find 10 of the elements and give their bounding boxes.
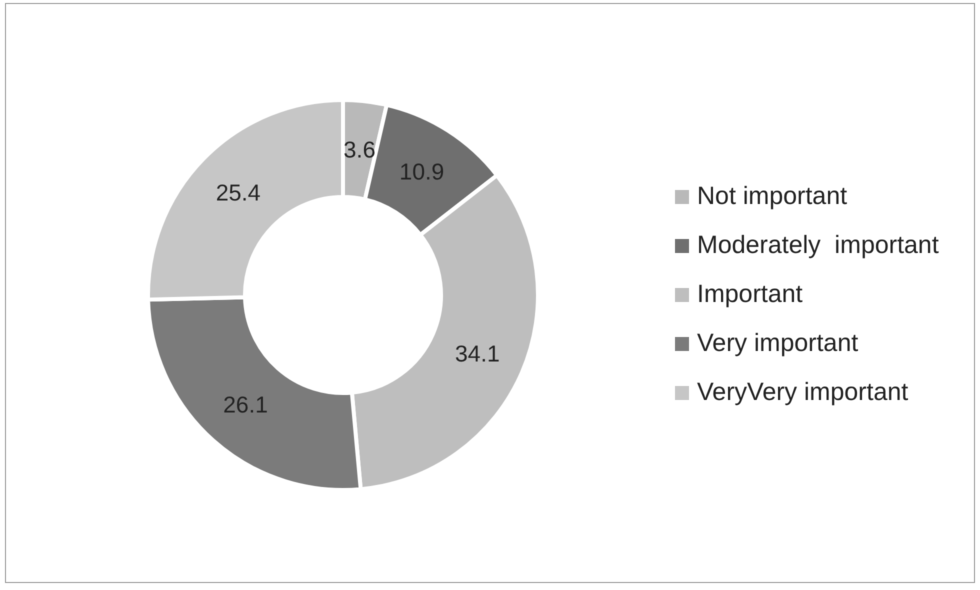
data-label: 26.1 xyxy=(223,391,268,418)
data-label: 25.4 xyxy=(216,180,261,206)
legend-label: Very important xyxy=(697,329,858,358)
legend-label: Important xyxy=(697,280,803,309)
data-label: 34.1 xyxy=(455,340,500,366)
data-label: 3.6 xyxy=(344,136,376,162)
data-label: 10.9 xyxy=(399,158,444,185)
legend-label: Moderately important xyxy=(697,231,939,260)
legend-label: Not important xyxy=(697,182,848,211)
legend-label: VeryVery important xyxy=(697,378,908,407)
